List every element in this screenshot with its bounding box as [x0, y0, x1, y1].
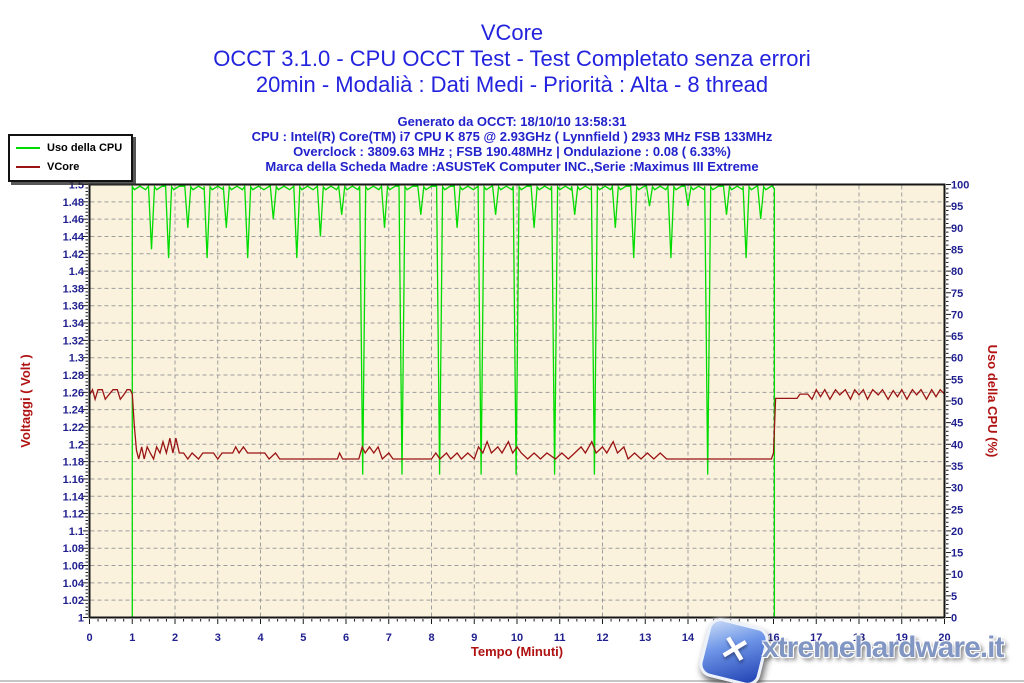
- y-right-axis-title: Uso della CPU (%): [985, 345, 1000, 458]
- legend-label: Uso della CPU: [47, 141, 123, 154]
- svg-text:1.3: 1.3: [69, 353, 84, 365]
- svg-text:1.2: 1.2: [69, 439, 84, 451]
- legend-label: VCore: [47, 160, 80, 173]
- svg-text:2: 2: [172, 632, 178, 644]
- svg-text:5: 5: [951, 591, 957, 603]
- chart-header: VCore OCCT 3.1.0 - CPU OCCT Test - Test …: [0, 20, 1024, 174]
- svg-text:80: 80: [951, 266, 963, 278]
- svg-text:1.04: 1.04: [63, 578, 85, 590]
- plot-border: [88, 183, 946, 619]
- svg-text:1.48: 1.48: [63, 197, 84, 209]
- x-axis-title: Tempo (Minuti): [471, 644, 563, 659]
- svg-text:15: 15: [725, 632, 737, 644]
- gridlines: [90, 185, 944, 617]
- svg-text:1: 1: [78, 613, 84, 625]
- svg-text:1.08: 1.08: [63, 543, 84, 555]
- bottom-divider: [0, 680, 1024, 682]
- svg-text:10: 10: [511, 632, 523, 644]
- svg-text:11: 11: [554, 632, 566, 644]
- svg-text:10: 10: [951, 569, 963, 581]
- svg-text:60: 60: [951, 353, 963, 365]
- svg-text:1.44: 1.44: [63, 231, 85, 243]
- cpu-usage-line-swatch: [16, 146, 40, 149]
- svg-text:1.16: 1.16: [63, 474, 84, 486]
- svg-text:65: 65: [951, 331, 963, 343]
- svg-text:1.24: 1.24: [63, 405, 85, 417]
- svg-text:18: 18: [853, 632, 865, 644]
- generated-timestamp: Generato da OCCT: 18/10/10 13:58:31: [397, 114, 627, 129]
- svg-text:75: 75: [951, 288, 963, 300]
- svg-text:1.38: 1.38: [63, 283, 84, 295]
- svg-text:3: 3: [215, 632, 221, 644]
- svg-text:0: 0: [951, 613, 957, 625]
- legend: Uso della CPU VCore: [8, 134, 134, 182]
- svg-text:19: 19: [896, 632, 908, 644]
- svg-text:1.28: 1.28: [63, 370, 84, 382]
- svg-text:1.02: 1.02: [63, 595, 84, 607]
- svg-text:55: 55: [951, 374, 963, 386]
- svg-text:6: 6: [343, 632, 349, 644]
- test-config-line: 20min - Modalià : Dati Medi - Priorità :…: [255, 72, 769, 97]
- svg-text:4: 4: [257, 632, 264, 644]
- svg-text:30: 30: [951, 483, 963, 495]
- svg-text:1.12: 1.12: [63, 509, 84, 521]
- svg-text:12: 12: [596, 632, 608, 644]
- svg-text:20: 20: [951, 526, 963, 538]
- overclock-info: Overclock : 3809.63 MHz ; FSB 190.48MHz …: [293, 144, 731, 159]
- svg-text:25: 25: [951, 504, 963, 516]
- vcore-series: [88, 388, 945, 461]
- svg-text:1.4: 1.4: [69, 266, 85, 278]
- svg-text:16: 16: [767, 632, 779, 644]
- chart-title: VCore: [480, 20, 544, 45]
- svg-text:1.22: 1.22: [63, 422, 84, 434]
- svg-text:35: 35: [951, 461, 963, 473]
- svg-text:1.18: 1.18: [63, 457, 84, 469]
- y-left-axis-title: Voltaggi ( Volt ): [18, 354, 33, 447]
- legend-item-cpu-usage: Uso della CPU: [16, 138, 122, 157]
- svg-text:85: 85: [951, 244, 963, 256]
- svg-text:8: 8: [428, 632, 434, 644]
- svg-text:95: 95: [951, 201, 963, 213]
- vcore-line-swatch: [16, 165, 40, 168]
- svg-text:5: 5: [300, 632, 306, 644]
- svg-text:1.06: 1.06: [63, 561, 84, 573]
- svg-text:1.34: 1.34: [63, 318, 85, 330]
- svg-text:40: 40: [951, 439, 963, 451]
- svg-text:1.5: 1.5: [69, 180, 84, 192]
- y-right-tick-labels: 0 5 10 15 20 25 30 35 40 45 50 55 60 65 70 75 80 85 90 95 10…: [951, 180, 969, 625]
- svg-text:7: 7: [386, 632, 392, 644]
- svg-text:15: 15: [951, 548, 963, 560]
- svg-text:1: 1: [129, 632, 135, 644]
- svg-text:0: 0: [86, 632, 92, 644]
- svg-text:1.1: 1.1: [69, 526, 84, 538]
- svg-text:9: 9: [471, 632, 477, 644]
- svg-text:90: 90: [951, 223, 963, 235]
- svg-text:1.26: 1.26: [63, 387, 84, 399]
- cpu-info: CPU : Intel(R) Core(TM) i7 CPU K 875 @ 2…: [251, 129, 773, 144]
- svg-text:1.42: 1.42: [63, 249, 84, 261]
- legend-item-vcore: VCore: [16, 157, 122, 176]
- test-result-line: OCCT 3.1.0 - CPU OCCT Test - Test Comple…: [213, 46, 811, 71]
- motherboard-info: Marca della Scheda Madre :ASUSTeK Comput…: [265, 159, 759, 174]
- svg-text:45: 45: [951, 418, 963, 430]
- x-axis-tick-labels: 0 1 2 3 4 5 6 7 8 9 10 11 12 13 14 15 16 17 18 19 20: [86, 632, 950, 644]
- svg-text:1.14: 1.14: [63, 491, 85, 503]
- svg-text:1.32: 1.32: [63, 335, 84, 347]
- svg-text:14: 14: [682, 632, 695, 644]
- cpu-usage-series: [131, 183, 776, 618]
- svg-text:70: 70: [951, 309, 963, 321]
- svg-text:17: 17: [810, 632, 822, 644]
- svg-text:13: 13: [639, 632, 651, 644]
- y-left-tick-labels: 1 1.02 1.04 1.06 1.08 1.1 1.12 1.14 1.16 1.18 1.2 1…: [63, 180, 85, 625]
- svg-text:50: 50: [951, 396, 963, 408]
- svg-text:100: 100: [951, 180, 969, 192]
- svg-text:20: 20: [938, 632, 950, 644]
- axis-ticks: [83, 184, 951, 624]
- svg-text:1.36: 1.36: [63, 301, 84, 313]
- svg-text:1.46: 1.46: [63, 214, 84, 226]
